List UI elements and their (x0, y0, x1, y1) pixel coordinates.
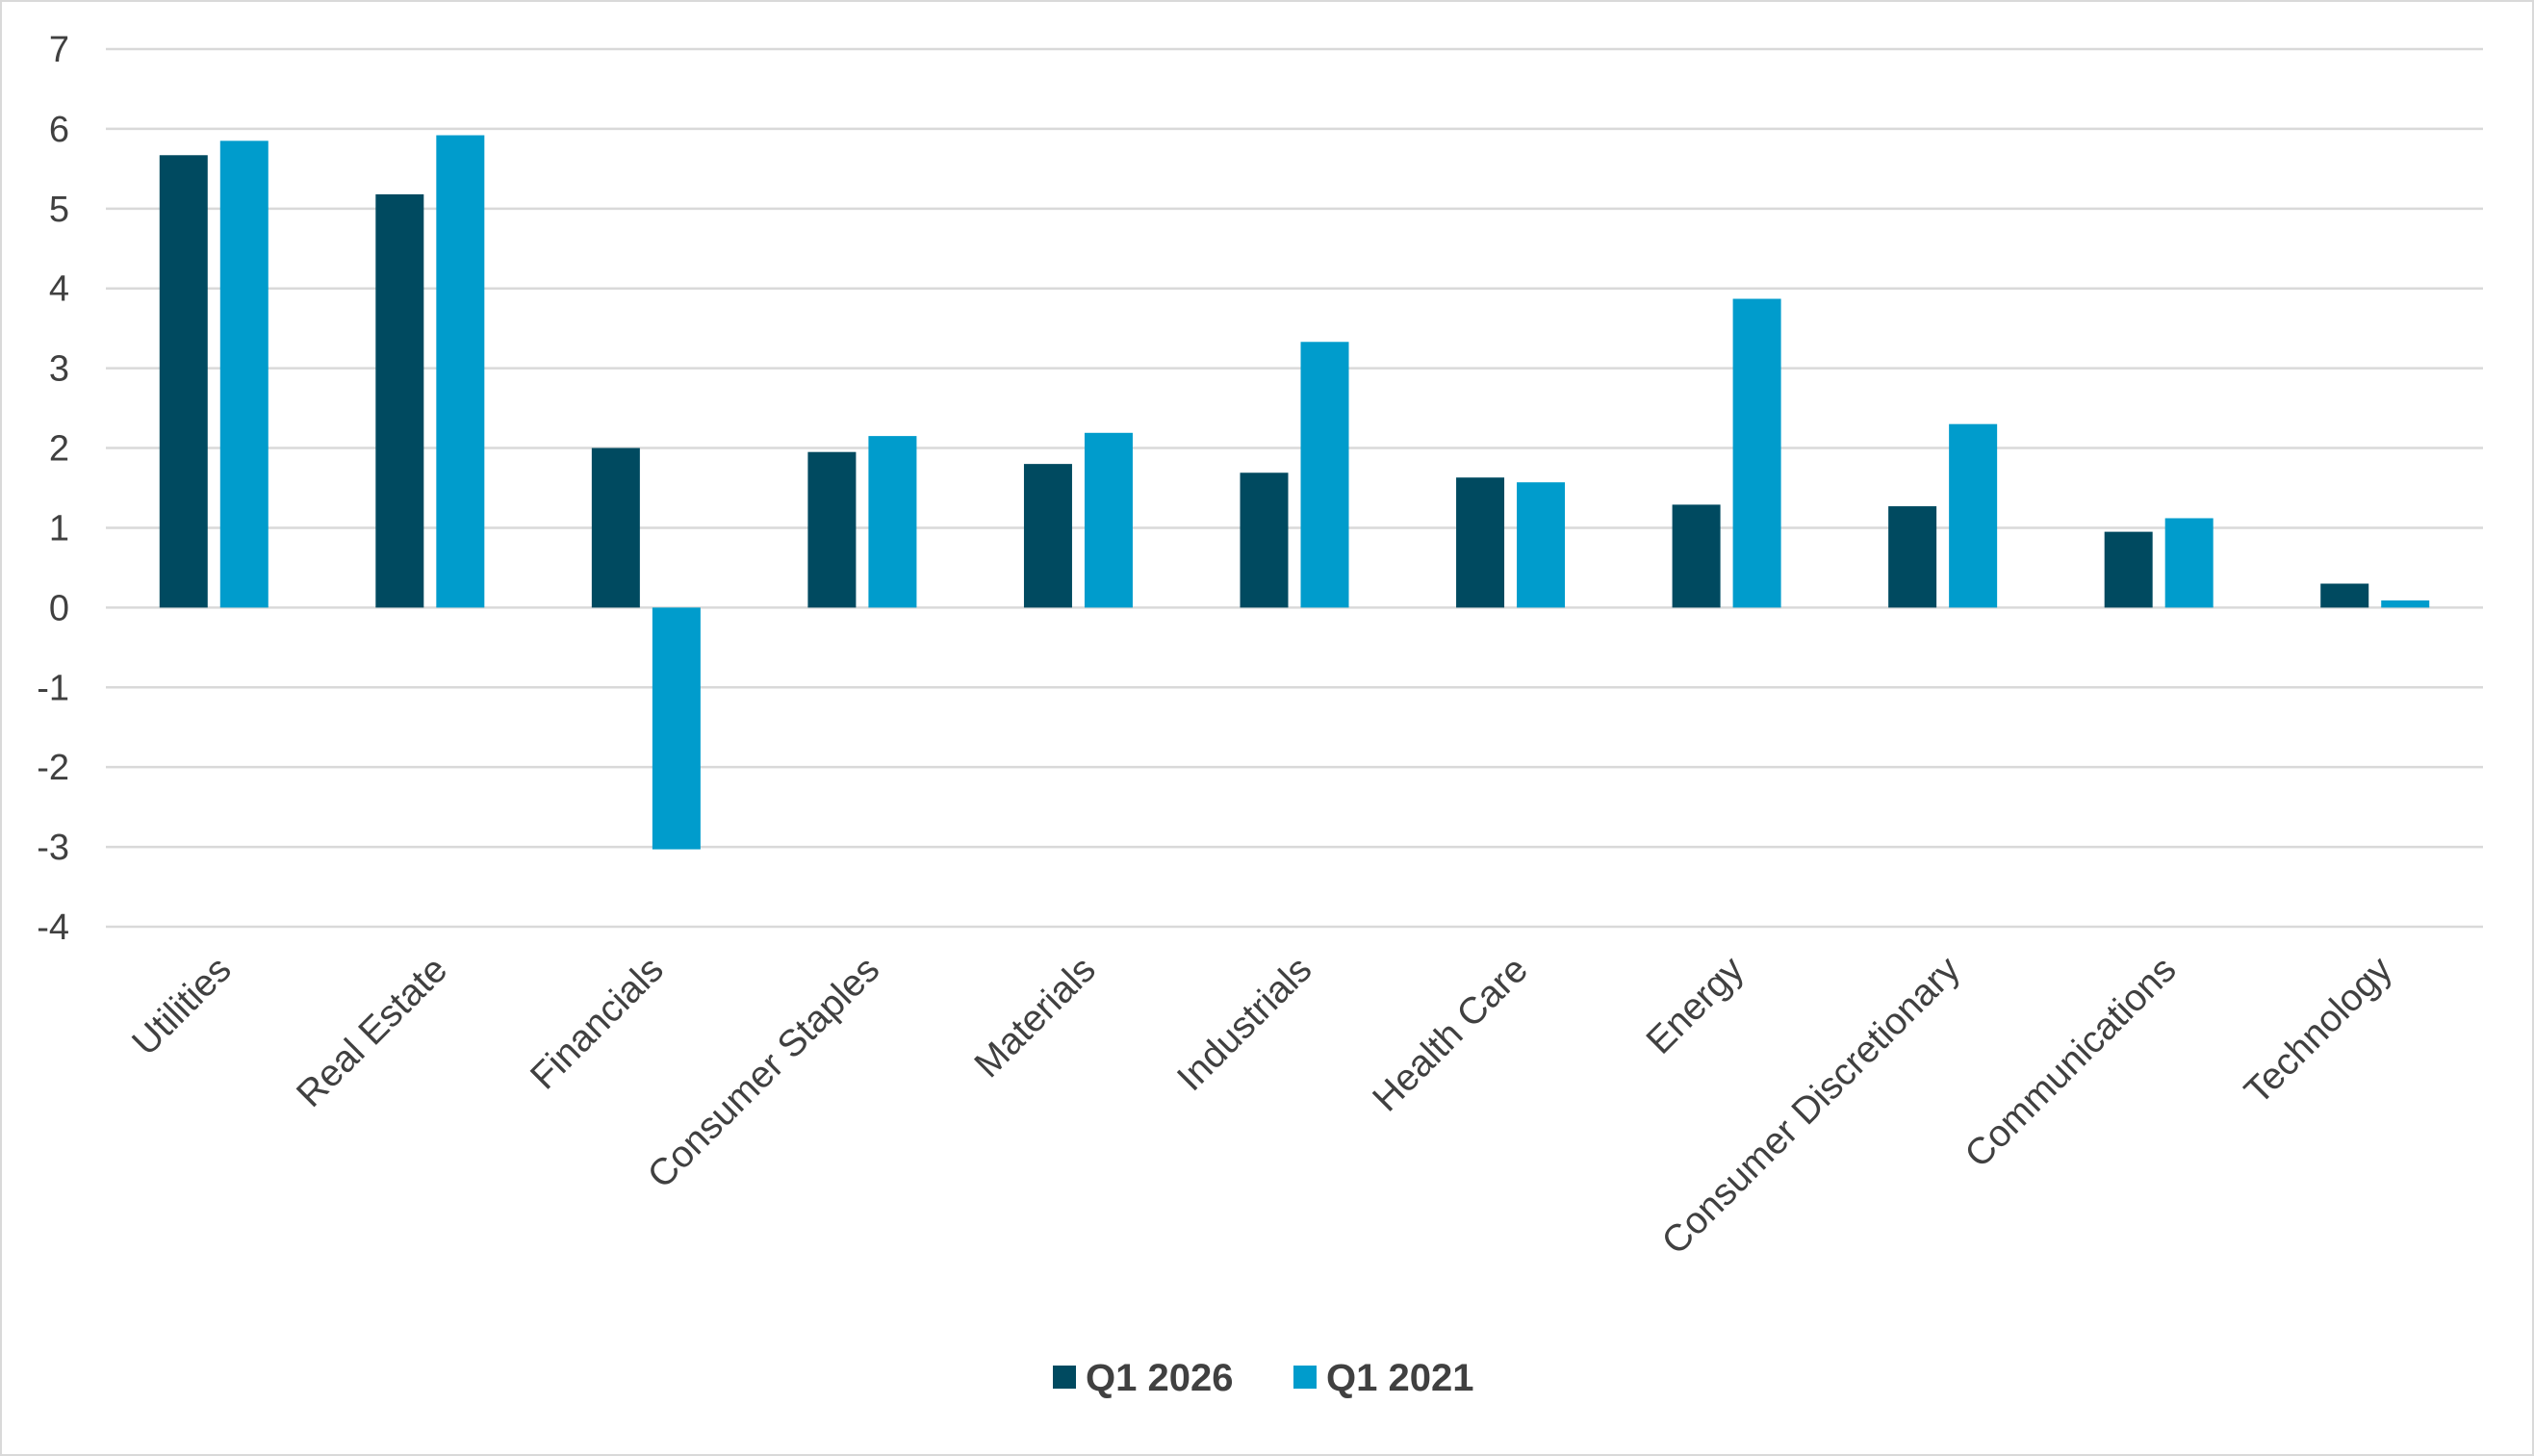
bar-q1-2021 (1732, 298, 1781, 608)
bar-q1-2026 (2320, 583, 2369, 608)
bar-q1-2021 (2381, 600, 2430, 608)
bar-q1-2026 (1240, 473, 1289, 608)
bar-q1-2021 (868, 436, 917, 608)
legend: Q1 2026 Q1 2021 (1053, 1357, 1473, 1399)
y-tick-label: 0 (49, 588, 69, 628)
bar-q1-2021 (219, 140, 269, 608)
bar-q1-2026 (375, 193, 424, 608)
bar-q1-2021 (436, 135, 485, 608)
bar-q1-2026 (1456, 477, 1505, 608)
bar-q1-2026 (807, 451, 857, 608)
y-tick-label: -1 (37, 668, 69, 708)
bar-q1-2021 (652, 607, 701, 850)
legend-swatch-q1-2026 (1053, 1366, 1076, 1389)
y-tick-label: 7 (49, 30, 69, 70)
bar-q1-2026 (591, 447, 640, 608)
legend-label-q1-2021: Q1 2021 (1326, 1357, 1473, 1399)
bar-q1-2026 (159, 155, 208, 608)
y-tick-label: -3 (37, 828, 69, 868)
bars (159, 135, 2430, 850)
bar-q1-2026 (2104, 531, 2153, 608)
bar-q1-2021 (1517, 482, 1566, 608)
bar-q1-2021 (2164, 518, 2214, 608)
y-tick-label: 1 (49, 508, 69, 549)
y-tick-label: 2 (49, 429, 69, 470)
y-tick-label: 4 (49, 269, 69, 310)
gridlines (106, 47, 2483, 929)
bar-q1-2026 (1023, 464, 1072, 608)
bar-q1-2021 (1084, 432, 1133, 608)
y-axis-ticks: 7 6 5 4 3 2 1 0 -1 -2 -3 -4 (37, 30, 69, 948)
y-tick-label: -4 (37, 907, 69, 948)
bar-q1-2026 (1888, 506, 1937, 608)
y-tick-label: 6 (49, 110, 69, 150)
y-tick-label: 5 (49, 190, 69, 230)
bar-q1-2021 (1300, 342, 1349, 608)
y-tick-label: -2 (37, 748, 69, 788)
y-tick-label: 3 (49, 349, 69, 390)
legend-swatch-q1-2021 (1293, 1366, 1317, 1389)
bar-q1-2026 (1672, 504, 1721, 608)
bar-q1-2021 (1949, 423, 1998, 608)
legend-label-q1-2026: Q1 2026 (1086, 1357, 1233, 1399)
